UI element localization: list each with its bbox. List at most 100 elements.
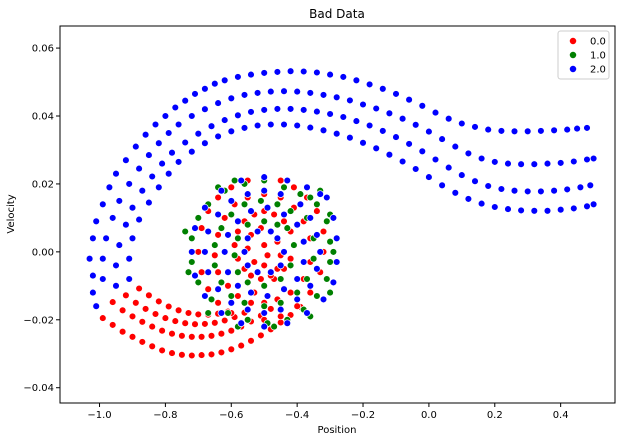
data-point	[451, 189, 460, 197]
data-point	[174, 306, 183, 315]
data-point	[283, 224, 292, 232]
legend-marker	[569, 65, 577, 73]
x-tick-label: −1.0	[87, 410, 111, 421]
data-point	[329, 248, 338, 256]
data-point	[220, 116, 229, 124]
data-point	[217, 186, 226, 195]
data-point	[155, 183, 163, 192]
data-point	[286, 207, 295, 215]
data-point	[188, 112, 196, 120]
data-point	[280, 183, 288, 192]
data-point	[158, 346, 166, 355]
data-point	[105, 183, 114, 192]
data-point	[207, 350, 216, 359]
data-point	[372, 104, 380, 113]
data-point	[573, 124, 581, 133]
data-point	[299, 67, 308, 76]
data-point	[260, 241, 268, 249]
data-point	[326, 258, 334, 266]
data-point	[313, 107, 321, 116]
data-point	[237, 176, 245, 185]
data-point	[431, 155, 440, 164]
data-point	[181, 138, 189, 147]
data-point	[217, 278, 226, 287]
data-point	[201, 139, 209, 147]
data-point	[227, 210, 236, 219]
series-2.0	[85, 67, 598, 331]
legend-item: 0.0	[569, 37, 606, 48]
data-point	[234, 282, 242, 290]
data-point	[220, 248, 229, 256]
data-point	[128, 312, 137, 321]
data-point	[257, 331, 265, 340]
data-point	[276, 299, 285, 307]
data-point	[418, 102, 427, 110]
data-point	[385, 150, 394, 159]
data-point	[201, 203, 209, 212]
data-point	[227, 197, 236, 205]
data-point	[550, 126, 558, 135]
data-point	[204, 285, 212, 293]
data-point	[197, 351, 206, 359]
data-point	[398, 157, 407, 166]
data-point	[296, 200, 305, 209]
data-point	[243, 190, 252, 198]
data-point	[237, 319, 245, 327]
data-point	[260, 217, 268, 226]
data-point	[306, 282, 315, 290]
data-point	[224, 231, 232, 239]
data-point	[125, 275, 133, 283]
data-point	[148, 342, 156, 351]
data-point	[158, 159, 166, 168]
data-point	[92, 217, 100, 226]
data-point	[237, 341, 245, 350]
y-tick-label: −0.04	[23, 383, 54, 394]
data-point	[108, 298, 117, 306]
data-point	[332, 234, 341, 243]
data-point	[194, 214, 203, 222]
data-point	[303, 309, 311, 317]
data-point	[329, 278, 338, 287]
data-point	[247, 337, 255, 345]
data-point	[115, 241, 124, 249]
data-point	[504, 159, 512, 168]
plot-area	[85, 67, 598, 360]
data-point	[171, 103, 180, 112]
data-point	[332, 258, 341, 266]
data-point	[207, 332, 216, 340]
data-point	[214, 132, 222, 141]
data-point	[270, 322, 278, 331]
y-tick-label: 0.02	[32, 179, 54, 190]
data-point	[286, 261, 295, 270]
data-point	[491, 203, 499, 211]
x-tick-label: −0.8	[153, 410, 177, 421]
data-point	[276, 261, 285, 270]
data-point	[444, 114, 453, 123]
data-point	[326, 288, 334, 297]
data-point	[491, 158, 499, 166]
data-point	[227, 326, 236, 335]
data-point	[227, 345, 236, 354]
data-point	[174, 120, 183, 129]
y-tick-label: 0.04	[32, 112, 54, 123]
data-point	[280, 285, 288, 293]
legend-label: 2.0	[590, 65, 606, 76]
data-point	[299, 106, 308, 114]
data-point	[125, 180, 133, 188]
data-point	[543, 159, 552, 168]
data-point	[510, 127, 519, 136]
data-point	[411, 165, 420, 173]
data-point	[329, 214, 338, 222]
data-point	[227, 127, 236, 136]
data-point	[398, 114, 407, 123]
data-point	[217, 224, 226, 232]
data-point	[543, 207, 552, 215]
data-point	[303, 275, 311, 283]
data-point	[184, 309, 193, 317]
data-point	[178, 351, 186, 359]
data-point	[517, 206, 525, 215]
data-point	[556, 159, 565, 167]
data-point	[293, 220, 301, 229]
data-point	[319, 227, 328, 236]
